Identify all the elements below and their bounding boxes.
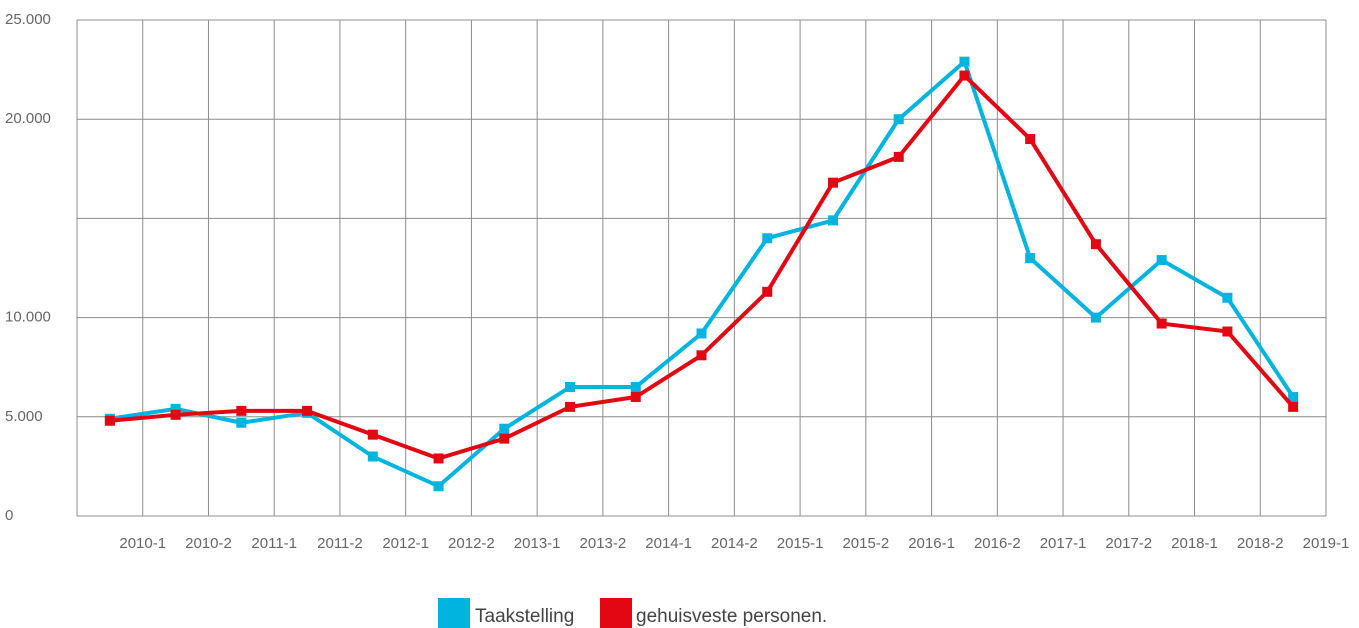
point <box>499 433 510 444</box>
legend-swatch <box>438 598 470 628</box>
x-tick-label: 2016-1 <box>908 535 955 552</box>
x-tick-label: 2010-2 <box>185 535 232 552</box>
x-tick-label: 2017-1 <box>1040 535 1087 552</box>
point <box>630 382 641 393</box>
point <box>565 401 576 412</box>
point <box>367 429 378 440</box>
point <box>827 177 838 188</box>
point <box>959 70 970 81</box>
x-tick-label: 2018-2 <box>1237 535 1284 552</box>
x-tick-label: 2012-2 <box>448 535 495 552</box>
x-tick-label: 2014-2 <box>711 535 758 552</box>
point <box>1222 292 1233 303</box>
point <box>1090 239 1101 250</box>
y-tick-label: 20.000 <box>5 110 51 127</box>
point <box>170 403 181 414</box>
point <box>1090 312 1101 323</box>
point <box>565 382 576 393</box>
point <box>696 350 707 361</box>
y-tick-label: 5.000 <box>5 408 43 425</box>
point <box>1288 401 1299 412</box>
x-tick-label: 2012-1 <box>382 535 429 552</box>
point <box>1288 391 1299 402</box>
point <box>1025 134 1036 145</box>
x-tick-label: 2013-2 <box>580 535 627 552</box>
point <box>696 328 707 339</box>
y-tick-label: 0 <box>5 507 13 524</box>
point <box>959 56 970 67</box>
point <box>762 286 773 297</box>
x-tick-label: 2014-1 <box>645 535 692 552</box>
point <box>630 391 641 402</box>
point <box>367 451 378 462</box>
y-tick-label: 10.000 <box>5 309 51 326</box>
point <box>893 114 904 125</box>
x-tick-label: 2019-1 <box>1303 535 1350 552</box>
x-tick-label: 2018-1 <box>1171 535 1218 552</box>
point <box>893 151 904 162</box>
point <box>236 405 247 416</box>
legend-swatch <box>600 598 632 628</box>
x-tick-label: 2016-2 <box>974 535 1021 552</box>
point <box>433 481 444 492</box>
point <box>236 417 247 428</box>
x-tick-label: 2013-1 <box>514 535 561 552</box>
point <box>302 405 313 416</box>
point <box>499 423 510 434</box>
x-tick-label: 2017-2 <box>1105 535 1152 552</box>
x-tick-label: 2011-2 <box>317 535 363 552</box>
point <box>1156 255 1167 266</box>
legend-label: gehuisveste personen. <box>636 606 827 627</box>
point <box>827 215 838 226</box>
y-tick-label: 25.000 <box>5 11 51 28</box>
series-line <box>109 59 1295 489</box>
point <box>1156 318 1167 329</box>
point <box>1222 326 1233 337</box>
x-tick-label: 2010-1 <box>119 535 166 552</box>
x-tick-label: 2015-2 <box>842 535 889 552</box>
point <box>433 453 444 464</box>
legend-label: Taakstelling <box>475 606 574 627</box>
point <box>170 409 181 420</box>
x-tick-label: 2015-1 <box>777 535 824 552</box>
point <box>104 415 115 426</box>
point <box>762 233 773 244</box>
x-tick-label: 2011-1 <box>251 535 297 552</box>
point <box>1025 253 1036 264</box>
series-line <box>109 73 1295 461</box>
